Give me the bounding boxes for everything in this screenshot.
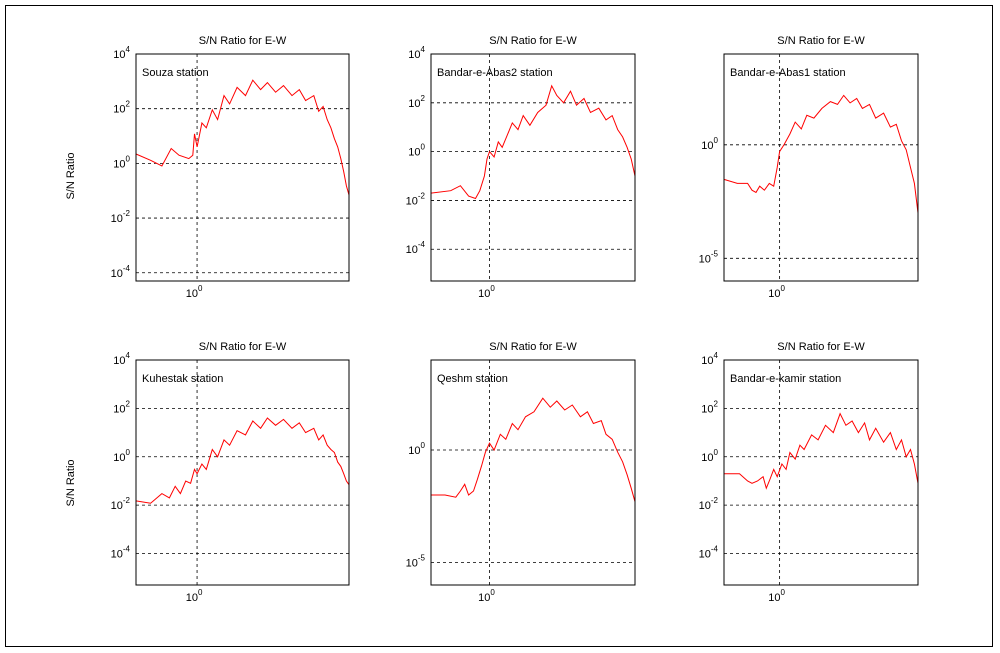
subplot-5: S/N Ratio for E-W Qeshm station 10-5 100 100 (406, 341, 636, 604)
y-tick-label: 102 (408, 94, 425, 110)
sn-ratio-line (724, 412, 919, 490)
y-tick-label: 10-4 (111, 545, 131, 561)
x-tick-label: 100 (478, 588, 495, 604)
axes-frame (723, 53, 919, 282)
plot-area (430, 53, 636, 282)
subplot-1: S/N Ratio for E-W Souza station 10-4 10-2 10… (111, 35, 350, 300)
y-tick-label: 104 (701, 351, 718, 367)
y-tick-label: 10-5 (406, 554, 426, 570)
y-tick-label: 100 (113, 448, 130, 464)
sn-ratio-line (723, 94, 919, 213)
y-tick-label: 100 (113, 154, 130, 170)
y-tick-label: 104 (113, 45, 130, 61)
subplot-title: S/N Ratio for E-W (489, 35, 577, 47)
sn-ratio-line (135, 417, 350, 504)
y-tick-label: 102 (113, 100, 130, 116)
plot-area (430, 359, 636, 586)
y-tick-label: 10-4 (406, 240, 426, 256)
station-label: Kuhestak station (142, 373, 223, 385)
x-tick-label: 100 (186, 588, 203, 604)
station-label: Bandar-e-Abas1 station (730, 67, 846, 79)
y-tick-label: 100 (701, 448, 718, 464)
y-tick-label: 10-4 (699, 545, 719, 561)
x-tick-label: 100 (478, 284, 495, 300)
plot-area (723, 53, 919, 282)
axes-frame (723, 359, 919, 586)
y-tick-label: 10-2 (406, 191, 426, 207)
x-tick-label: 100 (186, 284, 203, 300)
station-label: Bandar-e-kamir station (730, 373, 841, 385)
station-label: Souza station (142, 67, 209, 79)
y-tick-label: 100 (701, 136, 718, 152)
subplot-title: S/N Ratio for E-W (199, 341, 287, 353)
y-tick-label: 100 (408, 441, 425, 457)
subplot-3: S/N Ratio for E-W Bandar-e-Abas1 station 1… (699, 35, 919, 300)
x-tick-label: 100 (768, 284, 785, 300)
plot-area (135, 359, 350, 586)
y-tick-label: 10-5 (699, 249, 719, 265)
subplot-title: S/N Ratio for E-W (777, 35, 865, 47)
subplot-title: S/N Ratio for E-W (199, 35, 287, 47)
axes-frame (430, 53, 636, 282)
plot-area (723, 359, 919, 586)
subplot-4: S/N Ratio for E-W Kuhestak station 10-4 10-… (111, 341, 350, 604)
axes-frame (135, 359, 350, 586)
sn-ratio-line (431, 397, 636, 502)
station-label: Qeshm station (437, 373, 508, 385)
y-tick-label: 100 (408, 143, 425, 159)
subplot-2: S/N Ratio for E-W Bandar-e-Abas2 station 1… (406, 35, 636, 300)
y-tick-label: 104 (408, 45, 425, 61)
y-tick-label: 10-2 (699, 496, 719, 512)
y-tick-label: 10-2 (111, 496, 131, 512)
y-tick-label: 102 (701, 399, 718, 415)
sn-ratio-line (135, 79, 350, 196)
row1-ylabel: S/N Ratio (65, 152, 77, 199)
axes-frame (135, 53, 350, 282)
subplot-6: S/N Ratio for E-W Bandar-e-kamir station 1… (699, 341, 919, 604)
subplot-title: S/N Ratio for E-W (777, 341, 865, 353)
axes-frame (430, 359, 636, 586)
y-tick-label: 102 (113, 399, 130, 415)
row2-ylabel: S/N Ratio (65, 459, 77, 506)
station-label: Bandar-e-Abas2 station (437, 67, 553, 79)
subplot-title: S/N Ratio for E-W (489, 341, 577, 353)
y-tick-label: 104 (113, 351, 130, 367)
figure-frame (5, 5, 993, 647)
x-tick-label: 100 (768, 588, 785, 604)
plot-area (135, 53, 350, 282)
sn-ratio-line (430, 84, 636, 200)
y-tick-label: 10-2 (111, 209, 131, 225)
y-tick-label: 10-4 (111, 264, 131, 280)
